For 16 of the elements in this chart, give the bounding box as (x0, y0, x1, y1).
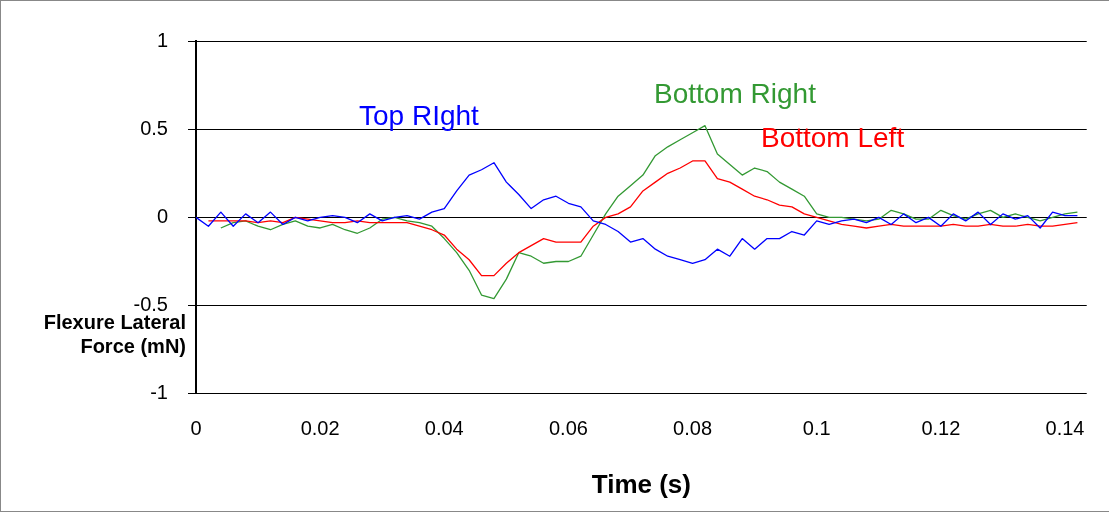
x-tick-label: 0.14 (1045, 417, 1085, 440)
y-tick-label: 0 (156, 204, 168, 227)
series-label: Top RIght (359, 100, 480, 132)
series-label: Bottom Left (760, 121, 905, 153)
x-tick-label: 0.06 (548, 417, 588, 440)
y-tick-label: -1 (150, 381, 168, 404)
x-tick-label: 0.12 (921, 417, 961, 440)
x-tick-label: 0.02 (300, 417, 340, 440)
y-tick-label: 0.5 (140, 116, 168, 139)
series-label: Bottom Right (654, 78, 817, 110)
x-tick-label: 0 (190, 417, 202, 440)
x-axis-title: Time (s) (591, 468, 691, 499)
x-tick-label: 0.08 (673, 417, 713, 440)
x-tick-label: 0.04 (424, 417, 464, 440)
x-tick-label: 0.1 (802, 417, 831, 440)
y-tick-label: 1 (156, 28, 168, 51)
